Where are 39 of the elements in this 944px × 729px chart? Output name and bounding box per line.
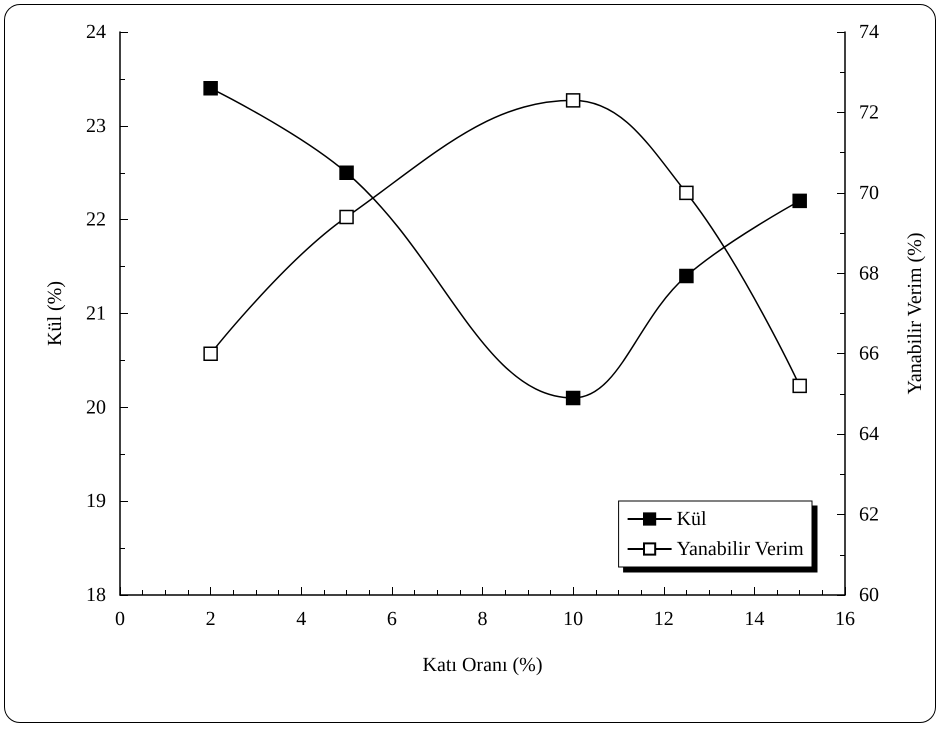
x-tick-label: 12 bbox=[654, 608, 674, 630]
x-tick-label: 10 bbox=[563, 608, 584, 630]
y2-tick-label: 74 bbox=[859, 21, 879, 43]
point bbox=[203, 346, 218, 361]
y-tick-label: 23 bbox=[86, 114, 106, 137]
point bbox=[792, 194, 807, 208]
point bbox=[566, 93, 580, 108]
point bbox=[566, 390, 580, 406]
point bbox=[339, 166, 354, 180]
y-tick-label: 22 bbox=[86, 208, 106, 231]
x-tick-label: 0 bbox=[115, 608, 125, 630]
y-tick-label: 19 bbox=[86, 490, 106, 512]
point bbox=[792, 378, 807, 394]
y2-tick-label: 68 bbox=[859, 262, 879, 284]
y-tick-label: 21 bbox=[86, 302, 106, 324]
legend-label: Kül bbox=[676, 508, 708, 530]
x-tick-label: 16 bbox=[835, 608, 855, 630]
legend-label: Yanabilir Verim bbox=[676, 538, 804, 560]
x-tick-label: 6 bbox=[386, 608, 397, 630]
y2-axis-title: Yanabilir Verim (%) bbox=[904, 232, 926, 395]
y2-tick-label: 70 bbox=[859, 182, 879, 204]
y-tick-label: 20 bbox=[86, 396, 106, 418]
y2-tick-label: 64 bbox=[859, 423, 879, 446]
y2-tick-label: 62 bbox=[859, 504, 879, 526]
y2-tick-label: 66 bbox=[859, 342, 879, 365]
point bbox=[679, 186, 694, 200]
point bbox=[203, 81, 218, 96]
point bbox=[679, 268, 694, 284]
x-tick-label: 4 bbox=[296, 608, 306, 630]
y-tick-label: 24 bbox=[86, 21, 106, 43]
y-axis-title: Kül (%) bbox=[44, 281, 66, 346]
y2-tick-label: 72 bbox=[859, 101, 879, 124]
x-axis-title: Katı Oranı (%) bbox=[422, 654, 542, 676]
y-tick-label: 18 bbox=[86, 584, 106, 606]
point bbox=[339, 210, 354, 224]
x-tick-label: 14 bbox=[744, 608, 764, 630]
x-tick-label: 2 bbox=[206, 608, 216, 630]
y2-tick-label: 60 bbox=[859, 584, 879, 606]
x-tick-label: 8 bbox=[478, 608, 488, 630]
